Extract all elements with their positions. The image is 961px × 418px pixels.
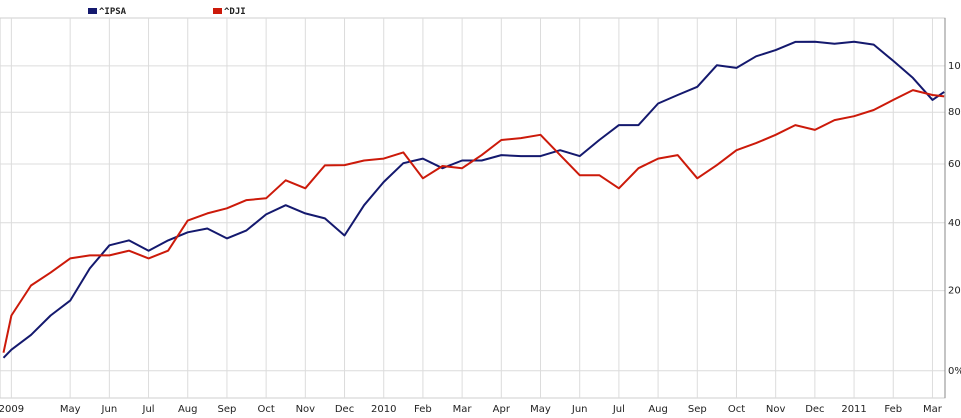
y-tick-label: 80% — [948, 107, 961, 118]
x-tick-label: Sep — [688, 404, 707, 415]
x-tick-label: Nov — [766, 404, 786, 415]
x-tick-label: Jul — [142, 404, 155, 415]
legend-label: ^DJI — [224, 7, 246, 17]
axes: 0% 20% 40% 60% 80% 100 2009 May Jun Jul Aug Sep Oct N… — [0, 18, 961, 415]
legend-swatch — [88, 8, 97, 14]
x-tick-label: Jun — [101, 404, 118, 415]
legend-label: ^IPSA — [99, 7, 127, 17]
x-tick-label: Aug — [178, 404, 198, 415]
y-tick-label: 100 — [948, 61, 961, 72]
x-tick-label: Feb — [414, 404, 432, 415]
y-tick-label: 60% — [948, 159, 961, 170]
x-tick-label: Jul — [612, 404, 625, 415]
legend-swatch — [213, 8, 222, 14]
y-tick-label: 0% — [948, 366, 961, 377]
grid — [0, 17, 946, 399]
series-line — [2, 89, 945, 353]
x-tick-label: Feb — [884, 404, 902, 415]
x-tick-label: Nov — [296, 404, 316, 415]
plot — [2, 40, 945, 359]
x-tick-label: 2010 — [371, 404, 396, 415]
x-tick-label: Apr — [493, 404, 511, 415]
x-tick-label: 2011 — [841, 404, 866, 415]
x-tick-label: Sep — [218, 404, 237, 415]
x-tick-label: Mar — [453, 404, 473, 415]
x-tick-label: Oct — [728, 404, 745, 415]
x-tick-label: May — [60, 404, 81, 415]
x-tick-label: 2009 — [0, 404, 24, 415]
x-tick-label: Oct — [257, 404, 274, 415]
y-tick-label: 40% — [948, 218, 961, 229]
x-tick-label: May — [530, 404, 551, 415]
plot-background — [0, 17, 946, 399]
x-tick-label: Dec — [335, 404, 354, 415]
y-tick-label: 20% — [948, 286, 961, 297]
x-tick-label: Mar — [923, 404, 943, 415]
x-tick-label: Jun — [571, 404, 588, 415]
legend: ^IPSA ^DJI — [88, 7, 246, 17]
x-tick-label: Dec — [805, 404, 824, 415]
x-tick-label: Aug — [648, 404, 668, 415]
